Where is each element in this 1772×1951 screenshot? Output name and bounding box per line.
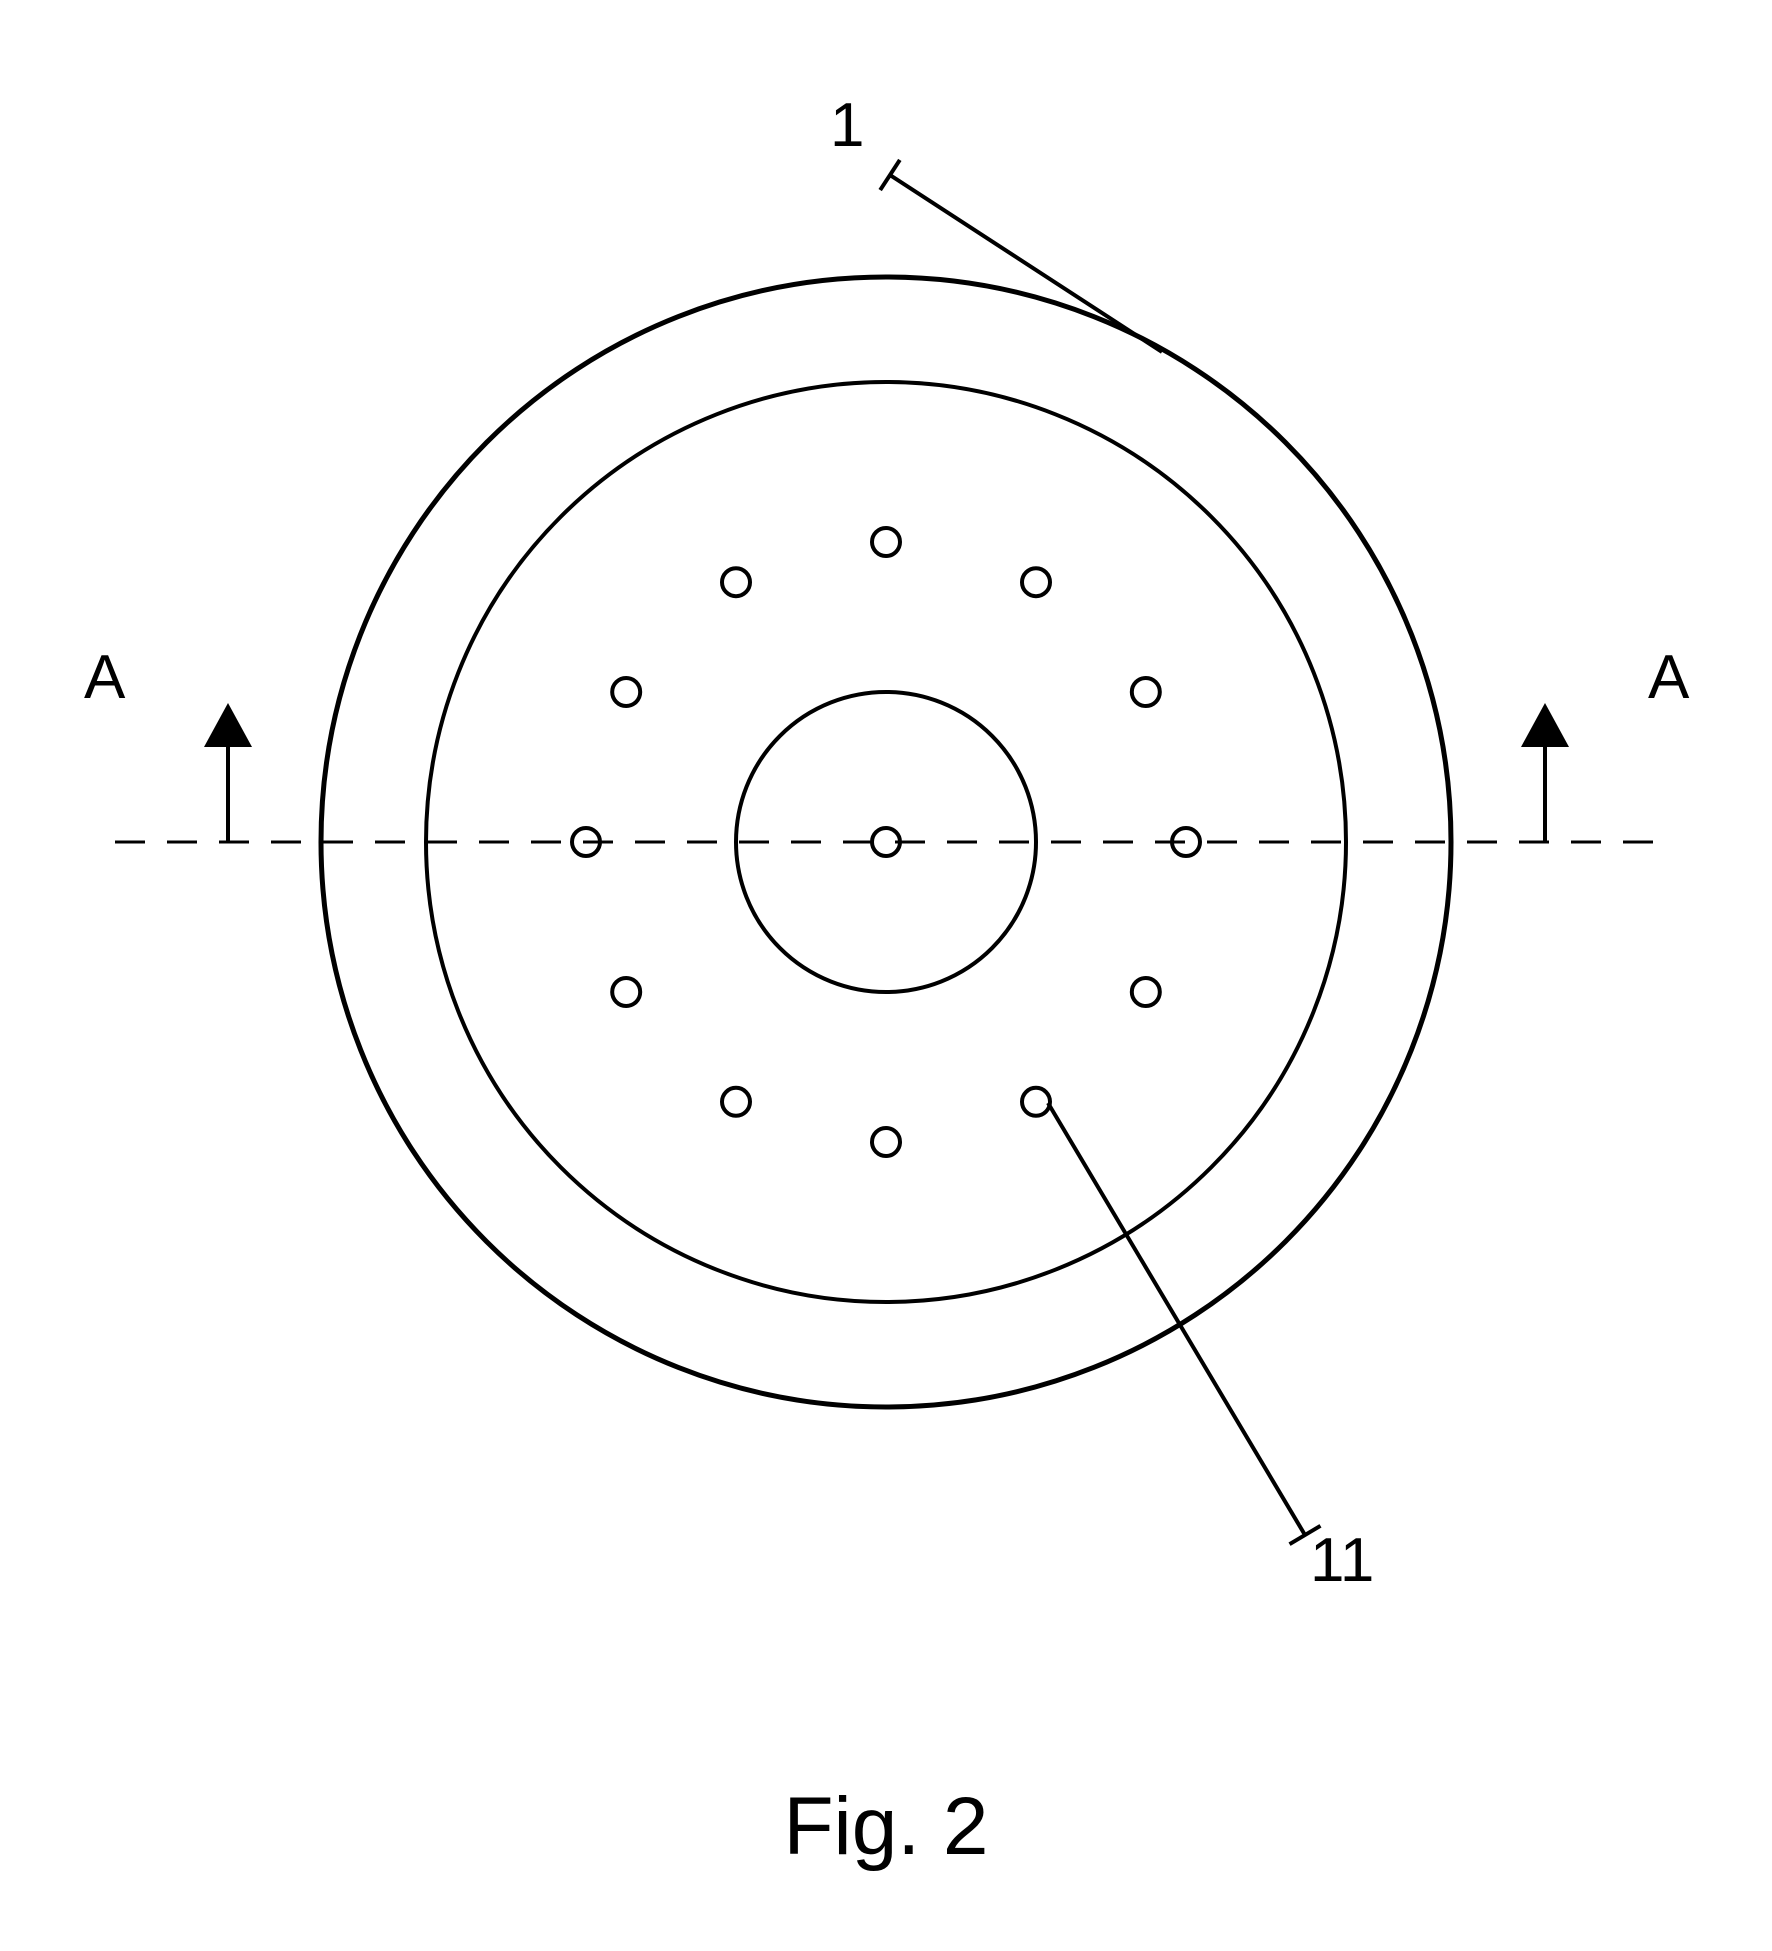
hole-7 xyxy=(612,678,640,706)
hole-1 xyxy=(1132,978,1160,1006)
diagram-svg xyxy=(0,0,1772,1951)
hole-5 xyxy=(612,978,640,1006)
hole-10 xyxy=(1022,568,1050,596)
hole-3 xyxy=(872,1128,900,1156)
leader-1-tick xyxy=(880,160,900,190)
hole-11 xyxy=(1132,678,1160,706)
figure-caption: Fig. 2 xyxy=(0,1780,1772,1874)
reference-label-11: 11 xyxy=(1310,1525,1374,1596)
leader-1-line xyxy=(890,175,1162,352)
section-label-a-left: A xyxy=(84,642,125,713)
hole-2 xyxy=(1022,1088,1050,1116)
section-arrow-left-head xyxy=(204,703,252,747)
section-label-a-right: A xyxy=(1648,642,1689,713)
hole-9 xyxy=(872,528,900,556)
reference-label-1: 1 xyxy=(830,90,864,161)
hole-8 xyxy=(722,568,750,596)
leader-11-line xyxy=(1048,1103,1305,1535)
hub-circle xyxy=(736,692,1036,992)
hole-4 xyxy=(722,1088,750,1116)
section-arrow-right-head xyxy=(1521,703,1569,747)
